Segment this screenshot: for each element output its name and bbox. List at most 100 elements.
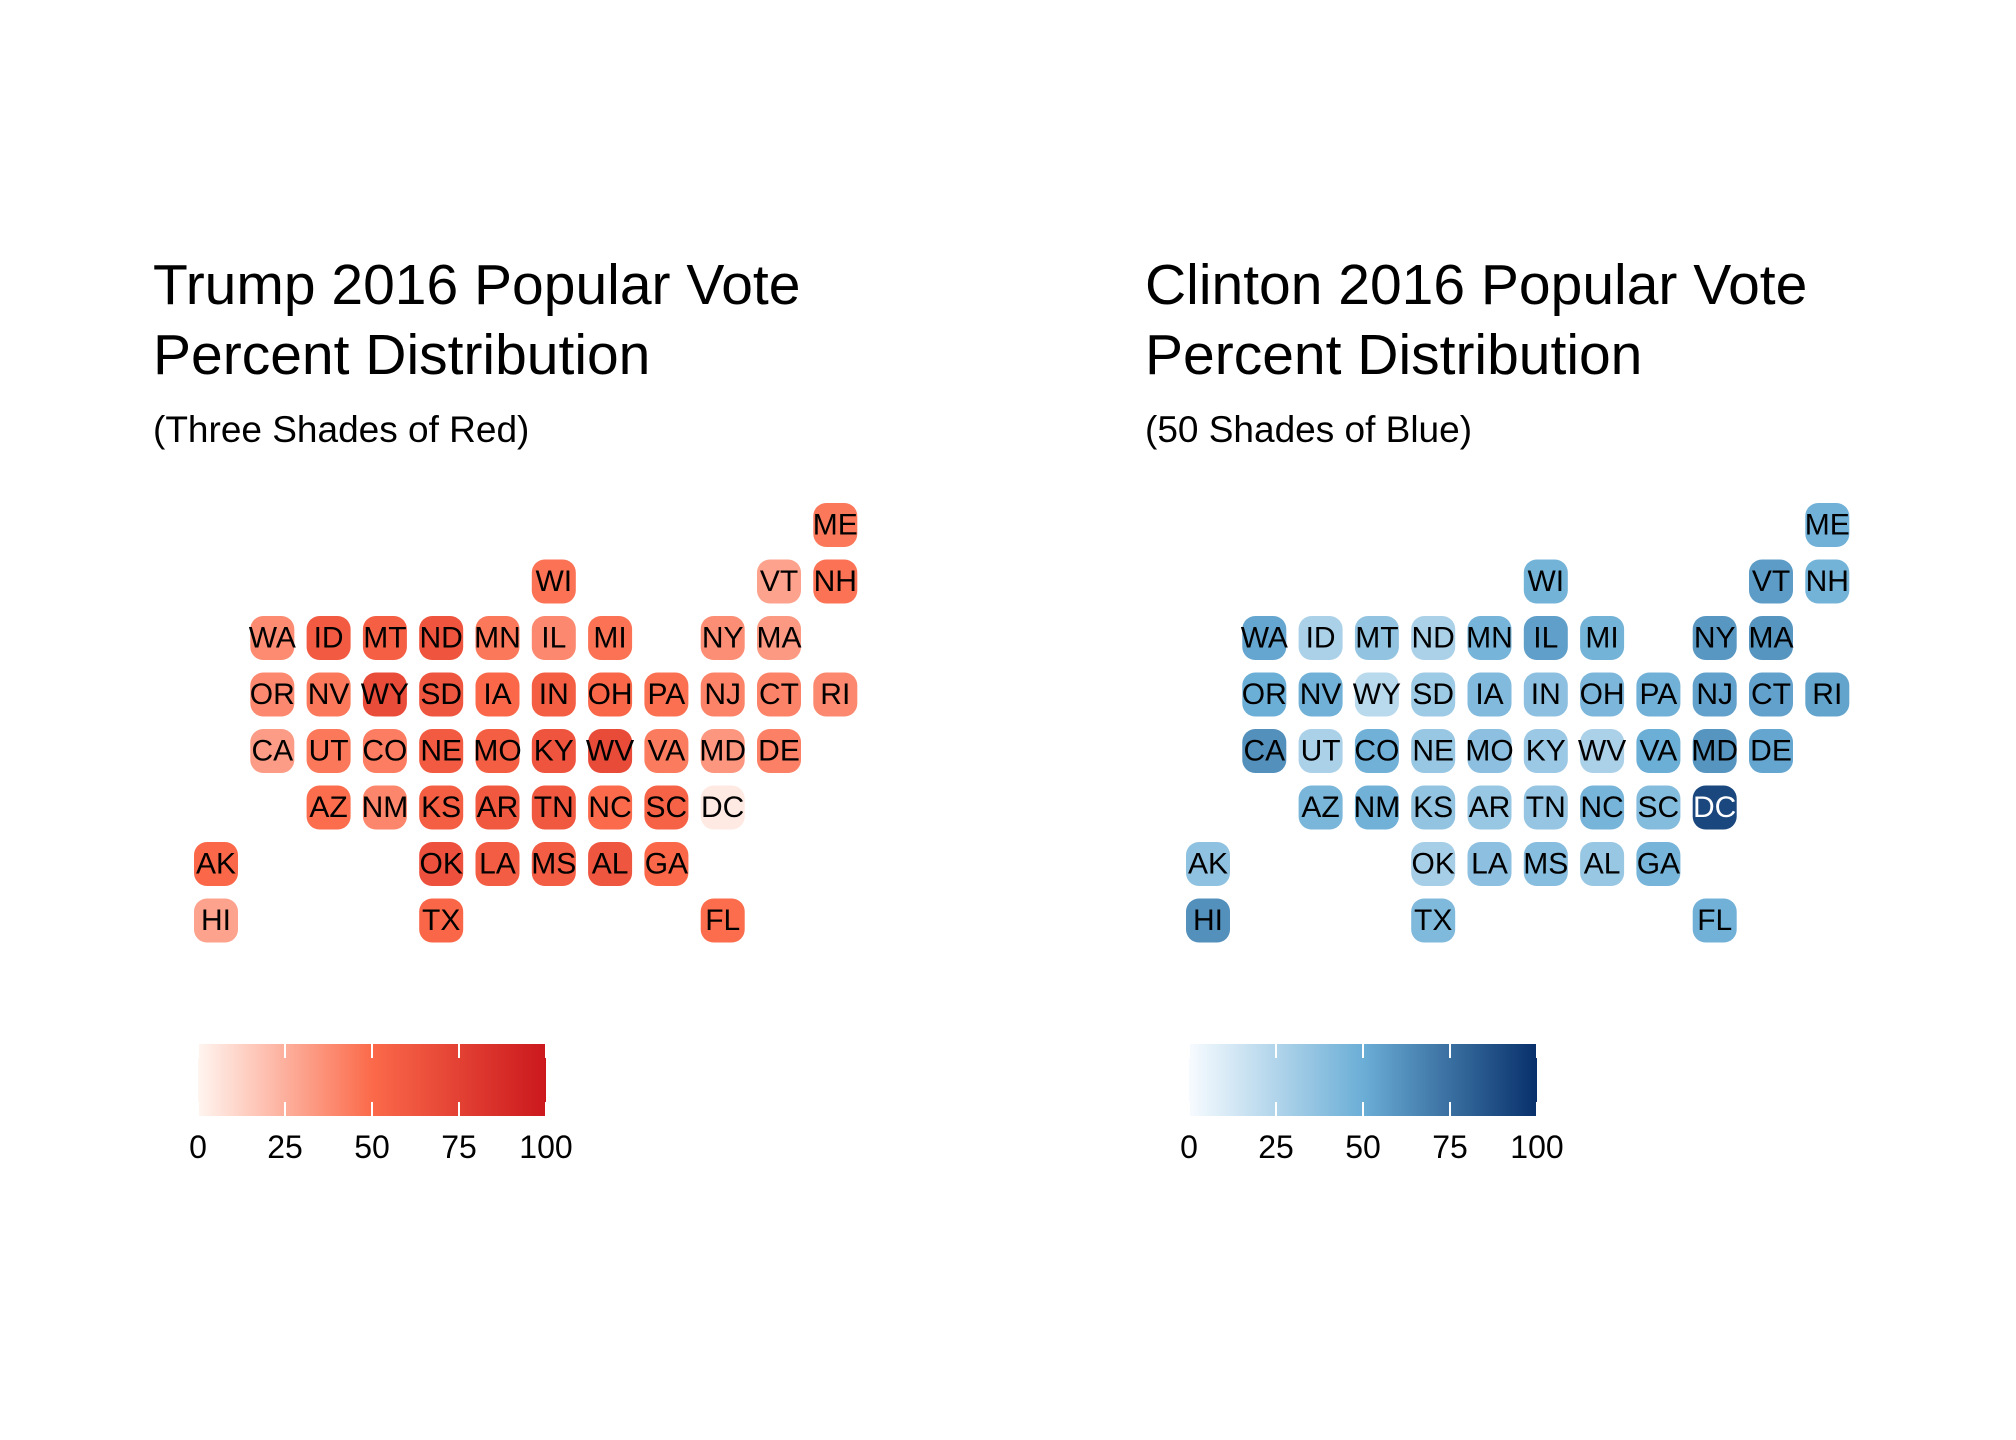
state-label-ny: NY — [1694, 622, 1736, 655]
state-tile-tx — [419, 898, 464, 943]
state-label-in: IN — [1531, 678, 1561, 711]
state-tile-wy — [362, 672, 407, 717]
state-label-al: AL — [592, 848, 629, 881]
state-tile-tn — [531, 785, 576, 830]
state-tile-ne — [419, 729, 464, 773]
state-tile-ri — [1805, 672, 1850, 717]
state-label-tn: TN — [534, 791, 574, 824]
state-tile-il — [1523, 616, 1568, 660]
state-tile-ia — [1467, 672, 1512, 717]
state-label-mo: MO — [473, 735, 521, 768]
state-label-wy: WY — [1353, 678, 1401, 711]
state-label-md: MD — [1691, 735, 1738, 768]
state-tile-ga — [1636, 842, 1681, 886]
legend-tick-label: 100 — [1510, 1129, 1563, 1165]
state-tile-nj — [700, 672, 745, 717]
state-label-in: IN — [539, 678, 569, 711]
chart-title-line1: Trump 2016 Popular Vote — [153, 253, 801, 317]
state-label-va: VA — [648, 735, 686, 768]
state-label-ky: KY — [1526, 735, 1566, 768]
state-label-ri: RI — [820, 678, 850, 711]
state-tile-vt — [757, 559, 801, 604]
state-tile-nm — [1354, 785, 1399, 830]
state-label-ne: NE — [1412, 735, 1454, 768]
state-tile-wv — [1580, 729, 1625, 773]
state-label-id: ID — [1306, 622, 1336, 655]
state-tile-me — [1805, 503, 1850, 547]
state-tile-in — [531, 672, 576, 717]
state-tile-ct — [1749, 672, 1793, 717]
state-tile-nc — [588, 785, 633, 830]
state-label-az: AZ — [309, 791, 347, 824]
chart-title-line2: Percent Distribution — [153, 323, 651, 387]
legend-tick-label: 100 — [519, 1129, 572, 1165]
state-label-wi: WI — [535, 565, 572, 598]
state-label-vt: VT — [760, 565, 798, 598]
state-tile-ia — [475, 672, 520, 717]
state-label-ia: IA — [1475, 678, 1503, 711]
state-label-vt: VT — [1752, 565, 1790, 598]
state-label-ia: IA — [483, 678, 511, 711]
state-tile-ar — [1467, 785, 1512, 830]
state-label-sc: SC — [1638, 791, 1680, 824]
state-label-ct: CT — [759, 678, 799, 711]
state-tile-hi — [1186, 898, 1230, 943]
legend-tick-label: 25 — [267, 1129, 303, 1165]
state-label-tn: TN — [1526, 791, 1566, 824]
state-label-nv: NV — [1300, 678, 1342, 711]
state-tile-nj — [1692, 672, 1737, 717]
state-tile-in — [1523, 672, 1568, 717]
state-tile-oh — [588, 672, 633, 717]
trump-state-grid-chart: ME WI VT NH WA ID MT ND MN IL MI NY MA OR NV WY SD IA IN OH… — [189, 503, 858, 1165]
state-label-ny: NY — [702, 622, 744, 655]
state-tile-nm — [362, 785, 407, 830]
state-label-fl: FL — [1697, 904, 1732, 937]
state-label-mt: MT — [1355, 622, 1398, 655]
state-label-mi: MI — [1585, 622, 1618, 655]
state-label-nd: ND — [420, 622, 463, 655]
state-label-ma: MA — [757, 622, 802, 655]
state-tile-de — [757, 729, 801, 773]
state-label-co: CO — [1354, 735, 1399, 768]
state-label-pa: PA — [648, 678, 686, 711]
state-label-ar: AR — [1469, 791, 1511, 824]
state-tile-mt — [362, 616, 407, 660]
state-label-ct: CT — [1751, 678, 1791, 711]
state-label-ne: NE — [420, 735, 462, 768]
state-tile-ny — [1692, 616, 1737, 660]
state-tile-ut — [306, 729, 351, 773]
state-label-sc: SC — [646, 791, 688, 824]
state-tile-wi — [1523, 559, 1568, 604]
state-label-hi: HI — [201, 904, 231, 937]
state-tile-pa — [1636, 672, 1681, 717]
state-label-de: DE — [758, 735, 800, 768]
trump-panel: Trump 2016 Popular Vote Percent Distribu… — [0, 0, 1000, 1440]
state-tile-ak — [1186, 842, 1230, 886]
state-tile-nd — [1411, 616, 1456, 660]
state-tile-fl — [1692, 898, 1737, 943]
state-label-ma: MA — [1749, 622, 1794, 655]
state-tile-hi — [194, 898, 238, 943]
state-label-dc: DC — [701, 791, 744, 824]
state-tile-tn — [1523, 785, 1568, 830]
state-label-nm: NM — [362, 791, 409, 824]
state-label-ga: GA — [645, 848, 688, 881]
legend-tick-label: 50 — [354, 1129, 390, 1165]
chart-title: Clinton 2016 Popular Vote Percent Distri… — [1145, 250, 1807, 390]
state-label-md: MD — [699, 735, 746, 768]
state-tile-nv — [306, 672, 351, 717]
state-label-mo: MO — [1465, 735, 1513, 768]
state-label-ms: MS — [1523, 848, 1568, 881]
state-tile-ok — [1411, 842, 1456, 886]
state-tile-de — [1749, 729, 1793, 773]
legend-tick-label: 25 — [1258, 1129, 1294, 1165]
state-tile-oh — [1580, 672, 1625, 717]
state-tile-ca — [250, 729, 295, 773]
state-tile-tx — [1411, 898, 1456, 943]
state-tile-al — [1580, 842, 1625, 886]
state-tile-ri — [813, 672, 858, 717]
state-label-al: AL — [1584, 848, 1621, 881]
state-tile-or — [1242, 672, 1287, 717]
state-tile-sc — [1636, 785, 1681, 830]
state-label-oh: OH — [588, 678, 633, 711]
